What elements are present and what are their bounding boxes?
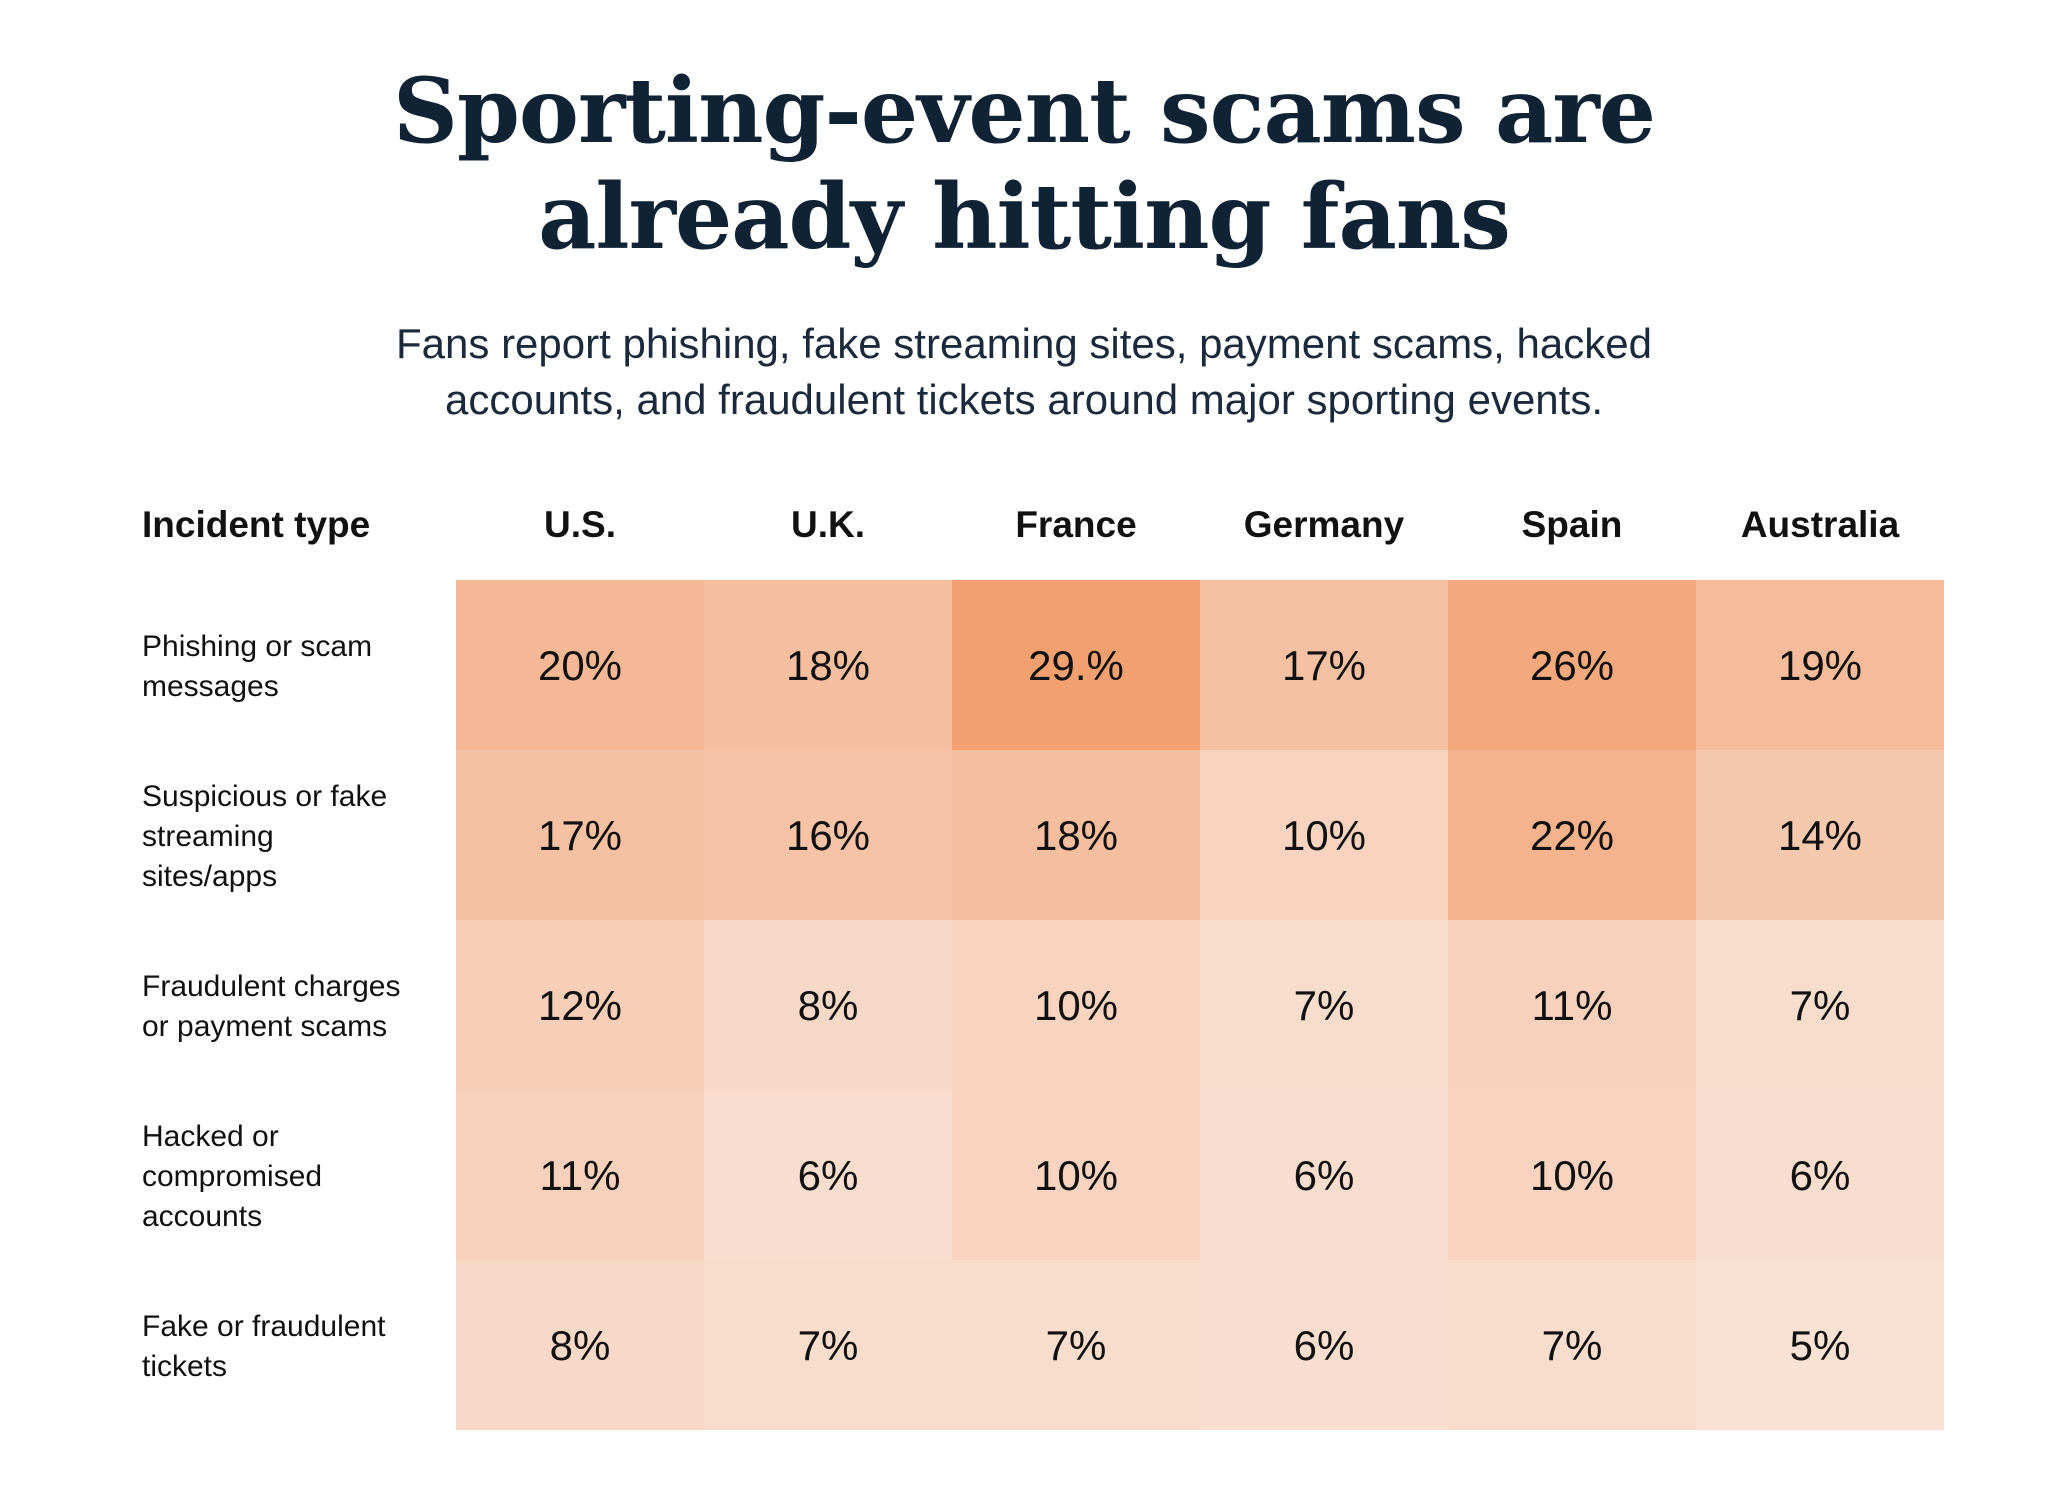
heatmap-cell-label: 6% [798,1152,859,1199]
heatmap-cell-label: 8% [550,1322,611,1369]
heatmap-cell-label: 7% [1046,1322,1107,1369]
row-label-line: Hacked or [142,1120,279,1153]
heatmap-cell [952,1260,1200,1430]
heatmap-cell-label: 7% [1542,1322,1603,1369]
row-label-line: tickets [142,1350,227,1383]
heatmap-cell [704,1260,952,1430]
heatmap-cell [1448,1090,1696,1260]
heatmap-cell [1200,920,1448,1090]
heatmap-cell [1696,1090,1944,1260]
heatmap-cell [456,920,704,1090]
row-header-label: Incident type [142,504,370,545]
row-label-line: compromised [142,1160,322,1193]
heatmap-cell-label: 17% [1282,642,1366,689]
row-label: Fake or fraudulent tickets [142,1310,386,1383]
row-label-line: Fake or fraudulent [142,1310,386,1343]
column-header-label: Australia [1741,504,1900,545]
heatmap-cell-label: 26% [1530,642,1614,689]
heatmap-cell-label: 5% [1790,1322,1851,1369]
heatmap-cell-label: 10% [1034,982,1118,1029]
heatmap-cell-label: 17% [538,812,622,859]
heatmap-cell-label: 18% [786,642,870,689]
heatmap-cell [1200,1090,1448,1260]
heatmap-cell [704,1090,952,1260]
row-label: Suspicious or fake streaming sites/apps [142,780,387,893]
heatmap-cell-label: 6% [1294,1152,1355,1199]
heatmap-cell [952,750,1200,920]
heatmap-cell [1696,580,1944,750]
heatmap-cell [456,1090,704,1260]
heatmap-cell-label: 29.% [1028,642,1124,689]
chart-subtitle-line: Fans report phishing, fake streaming sit… [396,320,1652,367]
heatmap-cell-label: 6% [1294,1322,1355,1369]
heatmap-cell-label: 10% [1282,812,1366,859]
heatmap-cell-label: 7% [1294,982,1355,1029]
row-label-line: Suspicious or fake [142,780,387,813]
heatmap-cell-label: 19% [1778,642,1862,689]
column-header-label: U.S. [544,504,616,545]
heatmap-cell [952,580,1200,750]
row-label-line: accounts [142,1200,262,1233]
row-label-line: Phishing or scam [142,630,372,663]
heatmap-cell [456,580,704,750]
column-header-label: Spain [1522,504,1623,545]
heatmap-cell-label: 16% [786,812,870,859]
heatmap-cell [1448,580,1696,750]
heatmap-cell [1696,920,1944,1090]
heatmap-cell [1448,1260,1696,1430]
chart-title: Sporting-event scams are already hitting… [0,58,2048,270]
row-label-line: messages [142,670,279,703]
heatmap-cell-label: 6% [1790,1152,1851,1199]
heatmap-cell-label: 20% [538,642,622,689]
heatmap-cell [456,1260,704,1430]
heatmap-cell-label: 7% [798,1322,859,1369]
heatmap-cell-label: 11% [1532,982,1613,1029]
chart-title-line: Sporting-event scams are [392,58,1656,164]
heatmap-cell [1200,750,1448,920]
row-label-line: Fraudulent charges [142,970,401,1003]
row-label: Fraudulent charges or payment scams [142,970,401,1043]
heatmap-cell [952,920,1200,1090]
row-label: Phishing or scam messages [142,630,372,703]
heatmap-cell-label: 10% [1034,1152,1118,1199]
heatmap-cell [952,1090,1200,1260]
row-label-line: sites/apps [142,860,277,893]
row-label-line: or payment scams [142,1010,387,1043]
heatmap-cell [456,750,704,920]
heatmap-cell-label: 12% [538,982,622,1029]
row-label-line: streaming [142,820,274,853]
heatmap-cell-label: 8% [798,982,859,1029]
heatmap-cell [1448,920,1696,1090]
heatmap-cell-label: 10% [1530,1152,1614,1199]
heatmap-cell-label: 11% [540,1152,621,1199]
heatmap-cell [704,920,952,1090]
heatmap-cell-label: 7% [1790,982,1851,1029]
column-header-label: U.K. [791,504,865,545]
heatmap-cell [704,750,952,920]
heatmap-cell [1448,750,1696,920]
heatmap-cell-label: 14% [1778,812,1862,859]
row-label: Hacked or compromised accounts [142,1120,322,1233]
chart-subtitle: Fans report phishing, fake streaming sit… [0,316,2048,428]
chart-title-line: already hitting fans [538,164,1511,270]
heatmap-cell [1200,580,1448,750]
heatmap-cell [1696,750,1944,920]
column-header-label: France [1015,504,1136,545]
heatmap-cell-label: 18% [1034,812,1118,859]
heatmap-cell-label: 22% [1530,812,1614,859]
heatmap-cell [1696,1260,1944,1430]
chart-subtitle-line: accounts, and fraudulent tickets around … [445,376,1603,423]
column-header-label: Germany [1244,504,1405,545]
heatmap-cell [1200,1260,1448,1430]
heatmap-cell [704,580,952,750]
